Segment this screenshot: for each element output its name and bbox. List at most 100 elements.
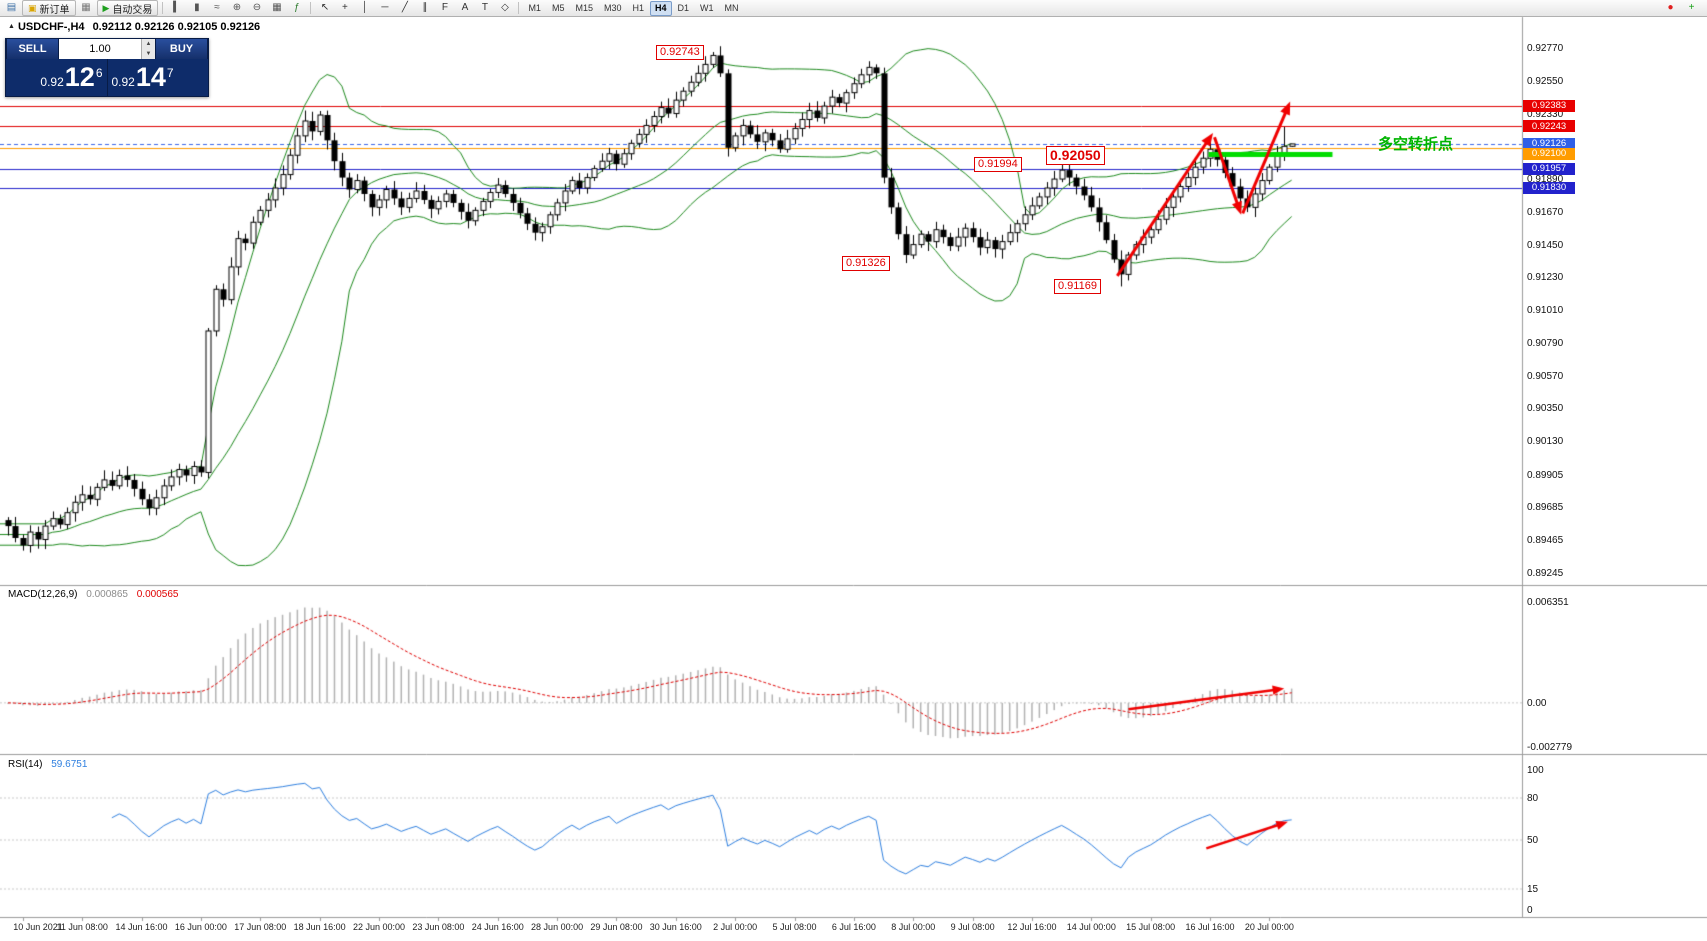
cursor-icon[interactable]: ↖ xyxy=(320,2,330,13)
turning-point-note[interactable]: 多空转折点 xyxy=(1378,135,1454,153)
price-annotation[interactable]: 0.92743 xyxy=(656,45,704,61)
price-annotation[interactable]: 0.91994 xyxy=(974,156,1022,172)
zoom-out-icon[interactable]: ⊖ xyxy=(252,2,262,13)
time-axis-label: 23 Jun 08:00 xyxy=(412,922,465,932)
price-axis-label: 0.89685 xyxy=(1527,502,1564,514)
new-order-button-label: 新订单 xyxy=(39,4,70,16)
timeframe-h4-button[interactable]: H4 xyxy=(650,0,672,16)
time-axis-label: 20 Jul 00:00 xyxy=(1244,922,1294,932)
label-icon[interactable]: T xyxy=(481,2,488,13)
rsi-label: RSI(14) 59.6751 xyxy=(8,759,87,770)
zoom-in-icon[interactable]: ⊕ xyxy=(232,2,242,13)
time-axis-label: 24 Jun 16:00 xyxy=(471,922,524,932)
price-axis-label: 0.92770 xyxy=(1527,43,1564,54)
buy-price-display[interactable]: 0.92 14 7 xyxy=(108,59,209,96)
sell-price-sup: 6 xyxy=(95,65,103,80)
autotrading-button-label: 自动交易 xyxy=(112,4,153,16)
shapes-icon[interactable]: ◇ xyxy=(501,2,509,13)
price-axis-label: 0.92330 xyxy=(1527,108,1564,120)
tile-windows-icon[interactable]: ▦ xyxy=(272,2,282,13)
timeframe-h1-button[interactable]: H1 xyxy=(632,3,645,13)
vertical-line-icon[interactable]: │ xyxy=(361,2,369,13)
toolbar-right-group: ● + xyxy=(1661,0,1705,16)
macd-signal-value: 0.000565 xyxy=(136,589,179,600)
price-axis-label: 0.91890 xyxy=(1527,174,1564,186)
timeframe-mn-button[interactable]: MN xyxy=(724,3,739,13)
crosshair-icon[interactable]: + xyxy=(342,2,348,13)
time-axis-label: 30 Jun 16:00 xyxy=(649,922,702,932)
lot-increase-button[interactable]: ▲ xyxy=(142,39,155,49)
main-toolbar: ▤ ▣ 新订单 ▦ ▶ 自动交易 ▍ ▮ ≈ ⊕ ⊖ ▦ ƒ ↖ + │ ─ ╱ ∥ F A T ◇ M1 M5 M15 M30 H1… xyxy=(0,0,1707,17)
time-axis-label: 14 Jul 00:00 xyxy=(1066,922,1116,932)
time-axis-label: 6 Jul 16:00 xyxy=(831,922,876,932)
timeframe-d1-button[interactable]: D1 xyxy=(677,3,690,13)
rsi-name: RSI(14) xyxy=(8,759,43,770)
one-click-trade-panel: SELL 1.00 ▲ ▼ BUY 0.92 12 6 0.92 14 7 xyxy=(5,38,209,97)
price-axis-label: 0.91230 xyxy=(1527,272,1564,284)
price-axis-label: 0.91670 xyxy=(1527,206,1564,218)
price-annotation[interactable]: 0.92050 xyxy=(1046,146,1105,166)
chart-title: ▲ USDCHF-,H4 0.92112 0.92126 0.92105 0.921… xyxy=(8,21,260,33)
time-axis-label: 15 Jul 08:00 xyxy=(1126,922,1176,932)
price-axis-label: 0.90790 xyxy=(1527,337,1564,349)
sell-price-display[interactable]: 0.92 12 6 xyxy=(6,59,108,96)
price-axis-label: 0.89905 xyxy=(1527,469,1564,481)
text-icon[interactable]: A xyxy=(461,2,469,13)
price-tag: 0.92383 xyxy=(1523,99,1575,112)
horizontal-line-icon[interactable]: ─ xyxy=(381,2,389,13)
indicators-icon[interactable]: ƒ xyxy=(294,2,300,13)
lot-size-input[interactable]: 1.00 xyxy=(89,43,111,55)
buy-price-small: 0.92 xyxy=(111,74,135,89)
price-tag: 0.92126 xyxy=(1523,137,1575,150)
time-axis-label: 10 Jun 2021 xyxy=(13,922,63,932)
time-axis-label: 16 Jun 00:00 xyxy=(174,922,227,932)
timeframe-m15-button[interactable]: M15 xyxy=(575,3,593,13)
time-axis-label: 5 Jul 08:00 xyxy=(772,922,817,932)
time-axis-label: 18 Jun 16:00 xyxy=(293,922,346,932)
bar-chart-icon[interactable]: ▍ xyxy=(173,2,181,13)
lot-decrease-button[interactable]: ▼ xyxy=(142,49,155,59)
timeframe-w1-button[interactable]: W1 xyxy=(700,3,714,13)
toolbar-separator xyxy=(518,2,520,14)
time-axis-label: 28 Jun 00:00 xyxy=(531,922,584,932)
price-annotation[interactable]: 0.91169 xyxy=(1054,279,1101,295)
timeframe-m1-button[interactable]: M1 xyxy=(528,3,541,13)
fibonacci-icon[interactable]: F xyxy=(441,2,448,13)
rsi-axis-label: 0 xyxy=(1527,905,1533,916)
symbol-period-label: USDCHF-,H4 xyxy=(17,21,85,33)
price-axis-label: 0.90130 xyxy=(1527,436,1564,448)
time-axis-label: 16 Jul 16:00 xyxy=(1185,922,1235,932)
autotrading-button[interactable]: ▶ 自动交易 xyxy=(96,0,159,16)
time-axis-label: 9 Jul 08:00 xyxy=(950,922,995,932)
sell-price-big: 12 xyxy=(64,62,95,92)
chart-window-icon[interactable]: ▦ xyxy=(81,2,91,13)
new-order-button[interactable]: ▣ 新订单 xyxy=(22,0,76,16)
price-axis-label: 0.89465 xyxy=(1527,535,1564,547)
sell-button[interactable]: SELL xyxy=(6,39,59,59)
autotrading-icon: ▶ xyxy=(102,2,110,13)
channel-icon[interactable]: ∥ xyxy=(422,2,428,13)
macd-axis-label: -0.002779 xyxy=(1527,742,1573,753)
ohlc-values: 0.92112 0.92126 0.92105 0.92126 xyxy=(92,21,261,33)
time-axis-label: 11 Jun 08:00 xyxy=(56,922,108,932)
buy-button[interactable]: BUY xyxy=(155,39,208,59)
trendline-icon[interactable]: ╱ xyxy=(401,2,408,13)
record-icon[interactable]: ● xyxy=(1667,2,1674,13)
time-axis-label: 29 Jun 08:00 xyxy=(590,922,643,932)
price-annotation[interactable]: 0.91326 xyxy=(842,256,890,272)
time-axis-label: 12 Jul 16:00 xyxy=(1007,922,1057,932)
rsi-axis-label: 80 xyxy=(1527,793,1539,804)
buy-price-sup: 7 xyxy=(166,65,174,80)
timeframe-m30-button[interactable]: M30 xyxy=(603,3,622,13)
price-axis-label: 0.91010 xyxy=(1527,305,1564,317)
timeframe-m5-button[interactable]: M5 xyxy=(551,3,565,13)
symbol-marker-icon: ▲ xyxy=(8,23,15,30)
add-icon[interactable]: + xyxy=(1688,2,1695,13)
price-axis-label: 0.89245 xyxy=(1527,568,1564,579)
candlestick-chart-icon[interactable]: ▮ xyxy=(194,2,200,13)
new-chart-icon[interactable]: ▤ xyxy=(6,2,17,13)
line-chart-icon[interactable]: ≈ xyxy=(214,2,220,13)
toolbar-separator xyxy=(310,2,312,14)
